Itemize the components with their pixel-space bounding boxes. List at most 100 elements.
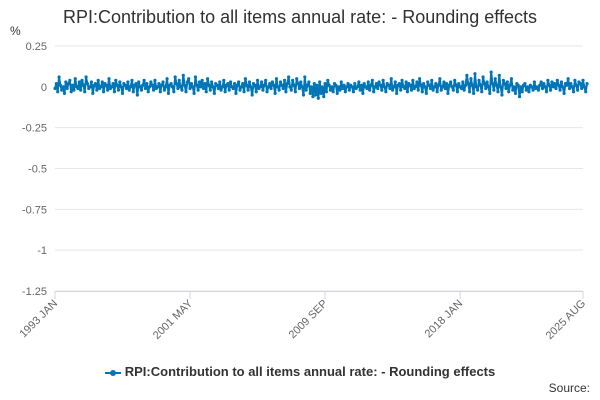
data-point[interactable] [130, 78, 134, 82]
data-point[interactable] [467, 90, 472, 94]
data-point[interactable] [492, 88, 496, 92]
data-point[interactable] [58, 83, 63, 87]
data-point[interactable] [280, 83, 284, 87]
data-point[interactable] [288, 85, 292, 89]
data-point[interactable] [507, 90, 511, 94]
data-point[interactable] [54, 81, 58, 86]
data-point[interactable] [249, 85, 253, 89]
data-point[interactable] [554, 86, 558, 91]
data-point[interactable] [574, 83, 578, 87]
data-point[interactable] [254, 90, 258, 94]
data-point[interactable] [347, 88, 351, 92]
series-group[interactable] [53, 70, 589, 100]
data-point[interactable] [350, 85, 354, 89]
data-point[interactable] [484, 86, 488, 91]
data-point[interactable] [582, 85, 586, 89]
data-point[interactable] [162, 88, 166, 92]
data-point[interactable] [61, 85, 65, 89]
data-point[interactable] [378, 83, 383, 87]
data-point[interactable] [323, 81, 327, 86]
data-point[interactable] [399, 88, 403, 92]
data-point[interactable] [281, 86, 285, 91]
data-point[interactable] [553, 81, 557, 86]
data-point[interactable] [95, 88, 99, 92]
data-point[interactable] [388, 86, 392, 91]
data-point[interactable] [370, 78, 374, 82]
data-point[interactable] [284, 90, 288, 94]
data-point[interactable] [558, 88, 562, 92]
data-point[interactable] [345, 85, 349, 89]
data-point[interactable] [373, 85, 377, 89]
data-point[interactable] [474, 85, 478, 89]
data-point[interactable] [265, 90, 269, 94]
data-point[interactable] [307, 80, 311, 84]
data-point[interactable] [353, 81, 357, 86]
data-point[interactable] [156, 85, 160, 89]
data-point[interactable] [451, 88, 455, 92]
data-point[interactable] [134, 81, 138, 86]
data-point[interactable] [503, 81, 507, 86]
data-point[interactable] [435, 90, 439, 94]
data-point[interactable] [459, 86, 464, 91]
data-point[interactable] [66, 81, 71, 86]
data-point[interactable] [505, 80, 509, 84]
data-point[interactable] [220, 85, 225, 89]
data-point[interactable] [393, 80, 397, 84]
data-point[interactable] [270, 80, 275, 84]
data-point[interactable] [285, 81, 289, 86]
data-point[interactable] [342, 83, 346, 87]
data-point[interactable] [546, 78, 550, 82]
data-point[interactable] [85, 81, 90, 86]
data-point[interactable] [542, 81, 546, 86]
data-point[interactable] [234, 91, 238, 95]
data-point[interactable] [539, 80, 543, 84]
data-point[interactable] [233, 81, 237, 86]
data-point[interactable] [124, 86, 129, 91]
data-point[interactable] [60, 88, 64, 92]
data-point[interactable] [218, 80, 222, 84]
data-point[interactable] [228, 80, 233, 84]
data-point[interactable] [180, 88, 184, 92]
data-point[interactable] [569, 81, 573, 86]
data-point[interactable] [581, 78, 585, 82]
data-point[interactable] [377, 80, 381, 84]
data-point[interactable] [172, 90, 176, 94]
data-point[interactable] [107, 77, 111, 81]
data-point[interactable] [173, 75, 177, 79]
data-point[interactable] [222, 78, 226, 82]
data-point[interactable] [478, 83, 482, 87]
data-point[interactable] [219, 88, 223, 92]
data-point[interactable] [381, 78, 385, 82]
data-point[interactable] [116, 88, 121, 92]
data-point[interactable] [330, 85, 334, 89]
data-point[interactable] [137, 80, 141, 84]
data-point[interactable] [315, 83, 319, 87]
data-point[interactable] [567, 86, 572, 91]
data-point[interactable] [427, 83, 431, 87]
data-point[interactable] [142, 78, 146, 82]
data-point[interactable] [177, 78, 181, 82]
data-point[interactable] [416, 88, 420, 92]
data-point[interactable] [395, 91, 399, 95]
data-point[interactable] [308, 91, 312, 95]
data-point[interactable] [369, 83, 373, 87]
data-point[interactable] [126, 80, 130, 84]
data-point[interactable] [327, 83, 331, 87]
data-point[interactable] [571, 90, 576, 94]
data-point[interactable] [303, 75, 307, 79]
data-point[interactable] [226, 81, 230, 86]
data-point[interactable] [235, 83, 239, 87]
data-point[interactable] [197, 80, 202, 84]
data-point[interactable] [309, 85, 314, 89]
data-point[interactable] [465, 73, 469, 77]
data-point[interactable] [119, 85, 123, 89]
data-point[interactable] [573, 78, 577, 82]
data-point[interactable] [64, 80, 68, 84]
data-point[interactable] [201, 86, 206, 91]
data-point[interactable] [463, 83, 468, 87]
data-point[interactable] [446, 91, 450, 95]
data-point[interactable] [338, 88, 342, 92]
data-point[interactable] [386, 83, 391, 87]
data-point[interactable] [391, 88, 395, 92]
data-point[interactable] [372, 90, 376, 94]
